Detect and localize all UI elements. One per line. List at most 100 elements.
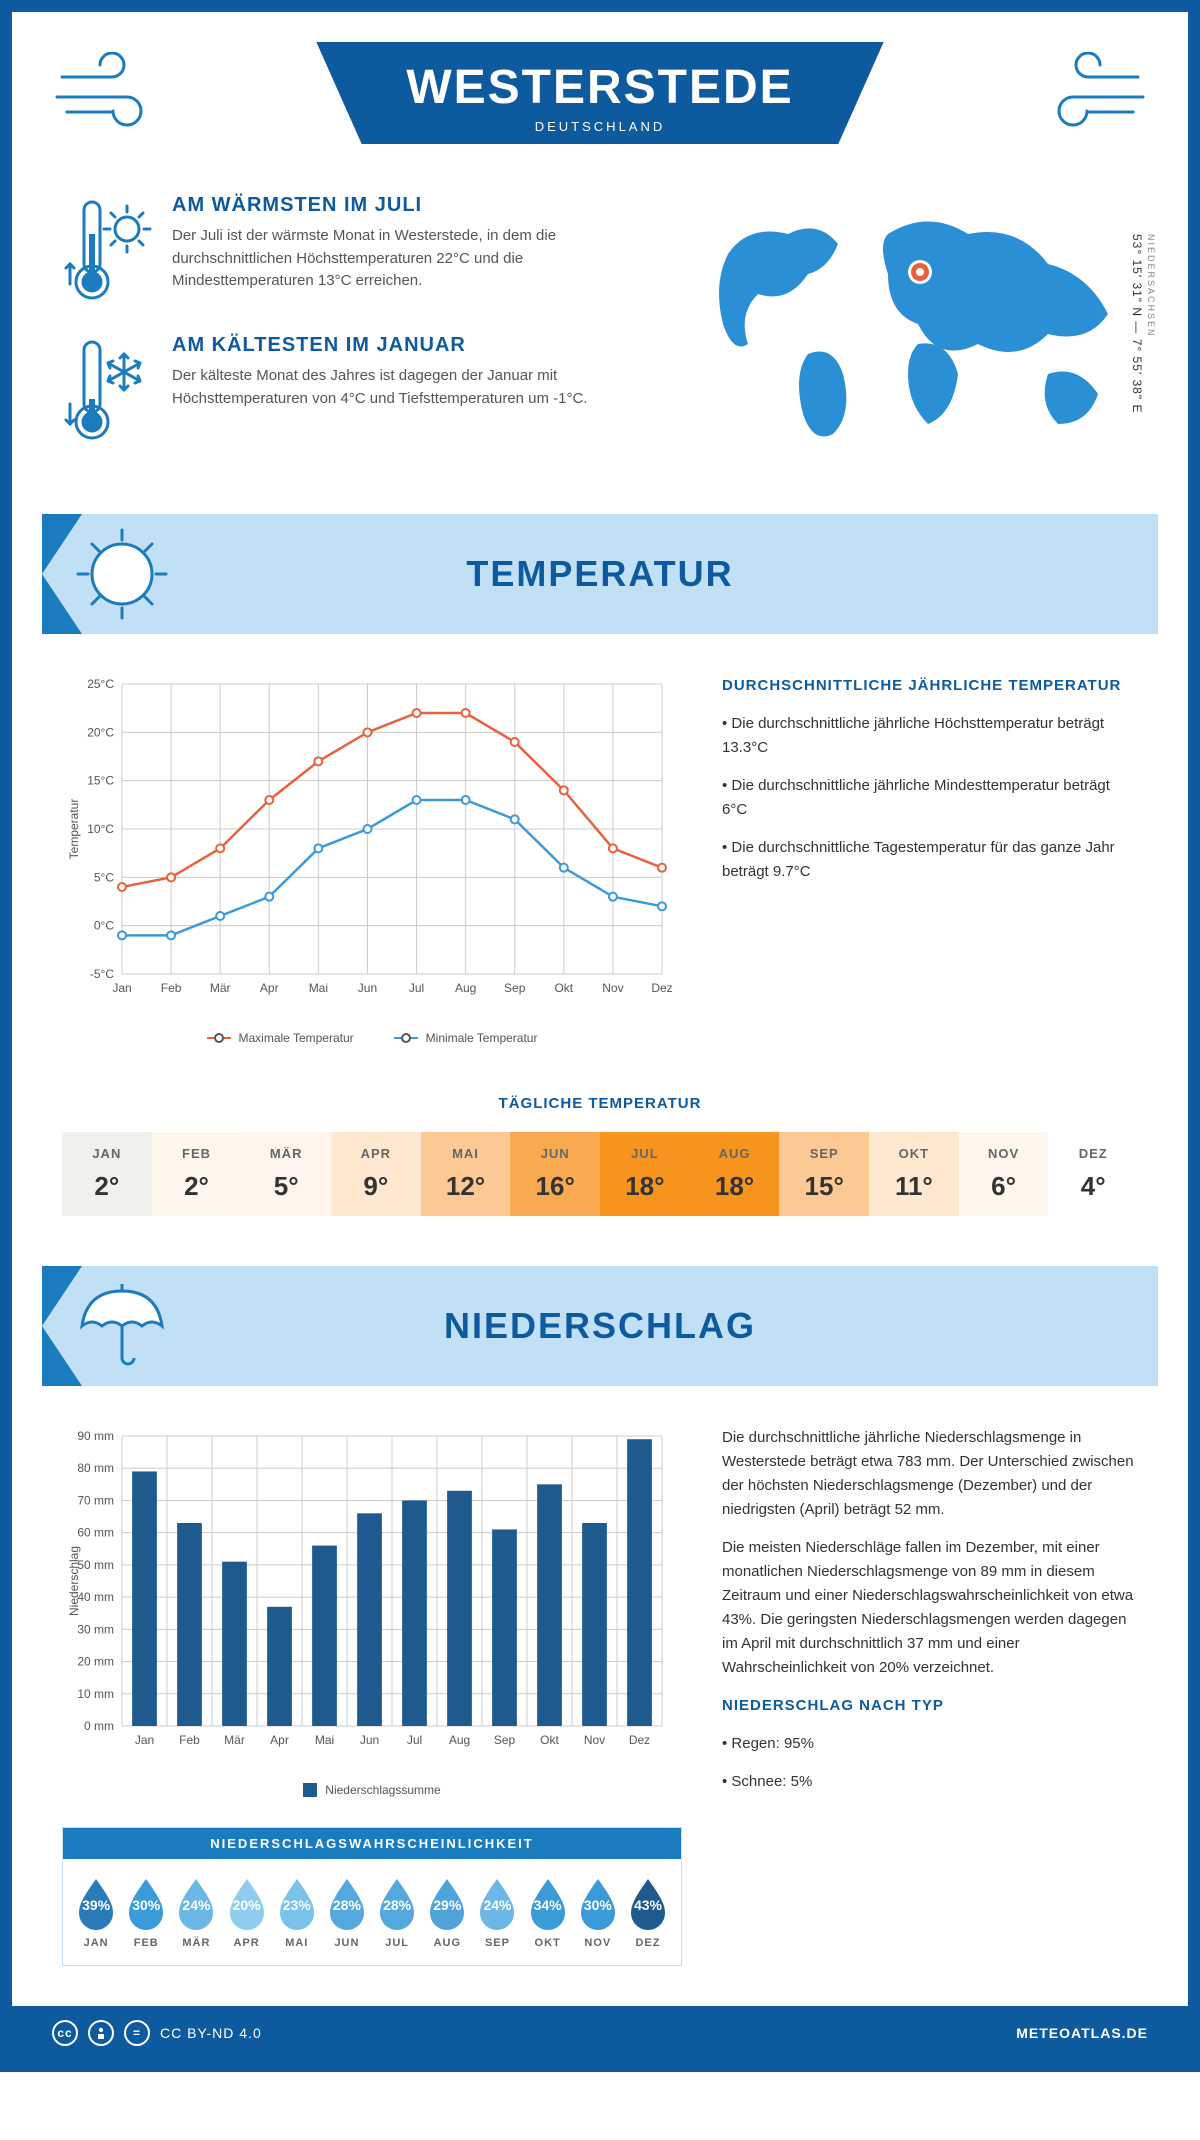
thermometer-cold-icon — [62, 334, 152, 444]
svg-text:Nov: Nov — [602, 981, 623, 995]
precip-content: 0 mm10 mm20 mm30 mm40 mm50 mm60 mm70 mm8… — [12, 1386, 1188, 2006]
svg-text:Dez: Dez — [651, 981, 672, 995]
daily-temp-cell: MÄR5° — [241, 1132, 331, 1216]
daily-temp-cell: AUG18° — [690, 1132, 780, 1216]
intro-text-column: AM WÄRMSTEN IM JULI Der Juli ist der wär… — [62, 194, 658, 474]
precip-banner: NIEDERSCHLAG — [42, 1266, 1158, 1386]
svg-text:Dez: Dez — [629, 1733, 650, 1747]
svg-text:10°C: 10°C — [87, 822, 114, 836]
license-block: cc = CC BY-ND 4.0 — [52, 2020, 262, 2046]
drop-cell: 23%MAI — [272, 1875, 322, 1949]
daily-temp-cell: OKT11° — [869, 1132, 959, 1216]
world-map-column: NIEDERSACHSEN 53° 15' 31" N — 7° 55' 38"… — [698, 194, 1138, 474]
country-subtitle: DEUTSCHLAND — [406, 119, 793, 134]
svg-text:Sep: Sep — [494, 1733, 516, 1747]
daily-temp-cell: APR9° — [331, 1132, 421, 1216]
bullet: • Schnee: 5% — [722, 1770, 1138, 1794]
header: WESTERSTEDE DEUTSCHLAND — [12, 12, 1188, 164]
bullet: • Die durchschnittliche Tagestemperatur … — [722, 836, 1138, 884]
drop-cell: 24%SEP — [472, 1875, 522, 1949]
temperature-line-chart: -5°C0°C5°C10°C15°C20°C25°CJanFebMärAprMa… — [62, 674, 682, 1014]
cc-icon: cc — [52, 2020, 78, 2046]
svg-text:Aug: Aug — [449, 1733, 470, 1747]
city-title: WESTERSTEDE — [406, 60, 793, 115]
coldest-title: AM KÄLTESTEN IM JANUAR — [172, 334, 658, 357]
precip-drops-row: 39%JAN30%FEB24%MÄR20%APR23%MAI28%JUN28%J… — [63, 1859, 681, 1965]
precip-prob-title: NIEDERSCHLAGSWAHRSCHEINLICHKEIT — [63, 1828, 681, 1859]
precip-type-bullets: • Regen: 95%• Schnee: 5% — [722, 1732, 1138, 1794]
svg-text:20°C: 20°C — [87, 725, 114, 739]
precip-p1: Die durchschnittliche jährliche Niedersc… — [722, 1426, 1138, 1522]
svg-text:0°C: 0°C — [94, 919, 114, 933]
svg-text:Okt: Okt — [554, 981, 573, 995]
svg-text:15°C: 15°C — [87, 774, 114, 788]
svg-text:Feb: Feb — [179, 1733, 200, 1747]
drop-cell: 30%NOV — [573, 1875, 623, 1949]
drop-cell: 29%AUG — [422, 1875, 472, 1949]
temperature-legend: .legend-sw::after{border:2px solid curre… — [62, 1031, 682, 1045]
daily-temp-cell: JAN2° — [62, 1132, 152, 1216]
legend-precip: Niederschlagssumme — [303, 1783, 440, 1797]
wind-icon — [52, 52, 172, 132]
coords-text: 53° 15' 31" N — 7° 55' 38" E — [1130, 234, 1144, 413]
temperature-banner: TEMPERATUR — [42, 514, 1158, 634]
daily-temp-cell: DEZ4° — [1048, 1132, 1138, 1216]
warmest-text: Der Juli ist der wärmste Monat in Wester… — [172, 225, 658, 293]
svg-text:Jan: Jan — [112, 981, 131, 995]
daily-temp-cell: NOV6° — [959, 1132, 1049, 1216]
by-icon — [88, 2020, 114, 2046]
precip-title: NIEDERSCHLAG — [444, 1305, 756, 1347]
svg-text:-5°C: -5°C — [90, 967, 114, 981]
drop-cell: 30%FEB — [121, 1875, 171, 1949]
precip-probability-box: NIEDERSCHLAGSWAHRSCHEINLICHKEIT 39%JAN30… — [62, 1827, 682, 1966]
svg-text:Apr: Apr — [270, 1733, 289, 1747]
drop-cell: 43%DEZ — [623, 1875, 673, 1949]
daily-temp-title: TÄGLICHE TEMPERATUR — [62, 1095, 1138, 1112]
svg-text:Temperatur: Temperatur — [67, 799, 81, 860]
daily-temp-cell: FEB2° — [152, 1132, 242, 1216]
bullet: • Die durchschnittliche jährliche Mindes… — [722, 774, 1138, 822]
precip-bar-chart: 0 mm10 mm20 mm30 mm40 mm50 mm60 mm70 mm8… — [62, 1426, 682, 1766]
bullet: • Die durchschnittliche jährliche Höchst… — [722, 712, 1138, 760]
svg-text:Mär: Mär — [210, 981, 231, 995]
temperature-side-text: DURCHSCHNITTLICHE JÄHRLICHE TEMPERATUR •… — [722, 674, 1138, 1045]
title-banner: WESTERSTEDE DEUTSCHLAND — [316, 42, 883, 144]
coldest-text: Der kälteste Monat des Jahres ist dagege… — [172, 365, 658, 410]
drop-cell: 28%JUN — [322, 1875, 372, 1949]
thermometer-hot-icon — [62, 194, 152, 304]
drop-cell: 39%JAN — [71, 1875, 121, 1949]
svg-text:90 mm: 90 mm — [77, 1429, 114, 1443]
daily-temp-cell: JUN16° — [510, 1132, 600, 1216]
svg-text:Niederschlag: Niederschlag — [67, 1546, 81, 1616]
svg-text:Jun: Jun — [358, 981, 377, 995]
sun-icon — [72, 524, 172, 624]
precip-chart-container: 0 mm10 mm20 mm30 mm40 mm50 mm60 mm70 mm8… — [62, 1426, 682, 1966]
world-map-icon — [698, 194, 1138, 454]
svg-text:50 mm: 50 mm — [77, 1558, 114, 1572]
coordinates: NIEDERSACHSEN 53° 15' 31" N — 7° 55' 38"… — [1130, 234, 1158, 413]
warmest-block: AM WÄRMSTEN IM JULI Der Juli ist der wär… — [62, 194, 658, 304]
umbrella-icon — [72, 1276, 172, 1376]
legend-min: Minimale Temperatur — [394, 1031, 538, 1045]
daily-temp-cell: MAI12° — [421, 1132, 511, 1216]
daily-temperature-section: TÄGLICHE TEMPERATUR JAN2°FEB2°MÄR5°APR9°… — [12, 1085, 1188, 1266]
temperature-bullets: • Die durchschnittliche jährliche Höchst… — [722, 712, 1138, 884]
svg-text:Jun: Jun — [360, 1733, 379, 1747]
daily-temp-strip: JAN2°FEB2°MÄR5°APR9°MAI12°JUN16°JUL18°AU… — [62, 1132, 1138, 1216]
svg-text:20 mm: 20 mm — [77, 1655, 114, 1669]
svg-text:60 mm: 60 mm — [77, 1526, 114, 1540]
drop-cell: 34%OKT — [523, 1875, 573, 1949]
coldest-block: AM KÄLTESTEN IM JANUAR Der kälteste Mona… — [62, 334, 658, 444]
svg-text:Okt: Okt — [540, 1733, 559, 1747]
site-name: METEOATLAS.DE — [1016, 2025, 1148, 2041]
temperature-title: TEMPERATUR — [466, 553, 733, 595]
svg-text:Sep: Sep — [504, 981, 526, 995]
drop-cell: 28%JUL — [372, 1875, 422, 1949]
region-label: NIEDERSACHSEN — [1146, 234, 1156, 338]
svg-text:0 mm: 0 mm — [84, 1719, 114, 1733]
warmest-title: AM WÄRMSTEN IM JULI — [172, 194, 658, 217]
temperature-content: -5°C0°C5°C10°C15°C20°C25°CJanFebMärAprMa… — [12, 634, 1188, 1085]
wind-icon — [1028, 52, 1148, 132]
intro-section: AM WÄRMSTEN IM JULI Der Juli ist der wär… — [12, 164, 1188, 514]
svg-text:Aug: Aug — [455, 981, 476, 995]
